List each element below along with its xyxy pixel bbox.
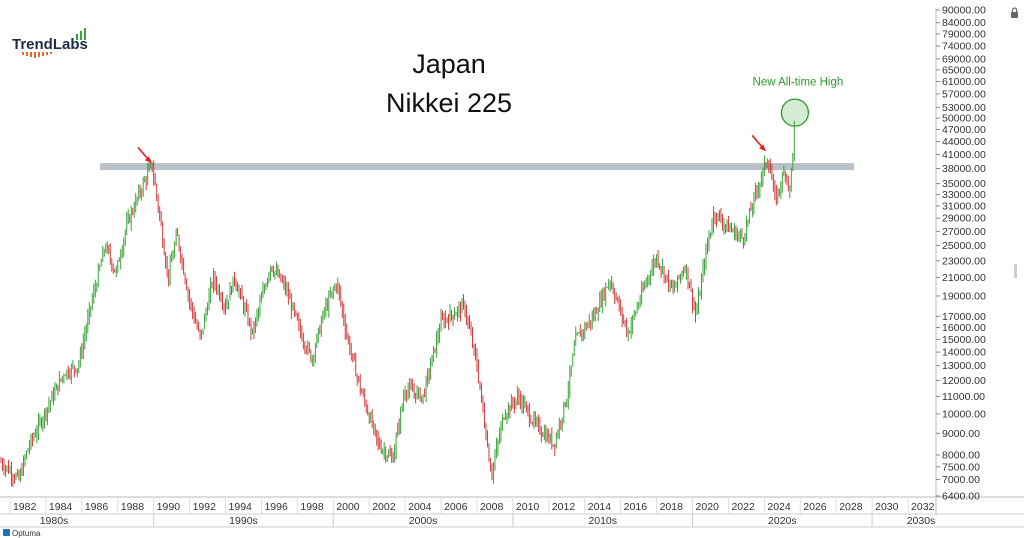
y-tick-label: 23000.00	[942, 255, 986, 267]
y-tick-label: 12000.00	[942, 375, 986, 387]
x-tick-label: 2018	[660, 501, 684, 513]
y-tick-label: 31000.00	[942, 200, 986, 212]
decade-label: 2030s	[907, 515, 936, 527]
price-series	[0, 120, 795, 487]
x-tick-label: 2006	[444, 501, 468, 513]
y-tick-label: 16000.00	[942, 322, 986, 334]
x-tick-label: 1986	[85, 501, 109, 513]
y-tick-label: 50000.00	[942, 113, 986, 125]
y-tick-label: 7000.00	[942, 474, 980, 486]
resistance-band	[100, 163, 854, 171]
y-tick-label: 10000.00	[942, 408, 986, 420]
x-tick-label: 2000	[336, 501, 360, 513]
scroll-handle[interactable]	[1014, 264, 1017, 278]
y-tick-label: 65000.00	[942, 64, 986, 76]
x-tick-label: 1984	[49, 501, 73, 513]
x-tick-label: 2012	[552, 501, 576, 513]
optuma-brand: Optuma	[3, 529, 41, 538]
y-tick-label: 19000.00	[942, 290, 986, 302]
red-arrow-icon	[137, 146, 152, 164]
x-tick-label: 2032	[911, 501, 935, 513]
logo-bars-icon	[22, 28, 86, 58]
y-tick-label: 47000.00	[942, 124, 986, 136]
y-tick-label: 57000.00	[942, 88, 986, 100]
y-tick-label: 38000.00	[942, 163, 986, 175]
x-tick-label: 1996	[264, 501, 288, 513]
decade-label: 2010s	[588, 515, 617, 527]
red-arrow-icon	[751, 134, 767, 152]
x-tick-label: 1982	[13, 501, 37, 513]
y-tick-label: 17000.00	[942, 311, 986, 323]
x-tick-label: 2026	[803, 501, 827, 513]
decade-axis: 1980s 1990s 2000s 2010s 2020s 2030s	[40, 514, 936, 527]
y-tick-label: 74000.00	[942, 40, 986, 52]
y-tick-label: 7500.00	[942, 461, 980, 473]
x-tick-label: 2002	[372, 501, 396, 513]
x-tick-label: 1988	[121, 501, 145, 513]
x-tick-label: 2016	[624, 501, 648, 513]
y-tick-label: 33000.00	[942, 189, 986, 201]
x-tick-label: 2020	[696, 501, 720, 513]
y-tick-label: 15000.00	[942, 334, 986, 346]
y-tick-label: 84000.00	[942, 17, 986, 29]
y-tick-label: 90000.00	[942, 5, 986, 17]
optuma-text: Optuma	[12, 529, 41, 538]
lock-icon[interactable]	[1011, 7, 1018, 18]
all-time-high-circle	[780, 98, 810, 127]
logo-text: TrendLabs	[12, 36, 88, 53]
x-tick-label: 2014	[588, 501, 612, 513]
x-tick-label: 2024	[767, 501, 791, 513]
decade-label: 2020s	[768, 515, 797, 527]
y-tick-label: 9000.00	[942, 428, 980, 440]
decade-label: 1990s	[229, 515, 258, 527]
x-tick-label: 1990	[157, 501, 181, 513]
x-tick-label: 1998	[300, 501, 324, 513]
y-tick-label: 6400.00	[942, 491, 980, 503]
decade-label: 2000s	[409, 515, 438, 527]
y-tick-label: 53000.00	[942, 102, 986, 114]
x-tick-label: 2008	[480, 501, 504, 513]
y-tick-label: 25000.00	[942, 240, 986, 252]
x-axis-ticks: 1982 1984 1986 1988 1990 1992 1994 1996 1998 2000…	[9, 497, 935, 514]
y-tick-label: 14000.00	[942, 347, 986, 359]
y-tick-label: 21000.00	[942, 272, 986, 284]
y-tick-label: 61000.00	[942, 76, 986, 88]
y-tick-label: 11000.00	[942, 391, 985, 403]
y-tick-label: 8000.00	[942, 449, 980, 461]
x-tick-label: 2022	[731, 501, 755, 513]
x-tick-label: 2028	[839, 501, 863, 513]
x-tick-label: 1992	[193, 501, 217, 513]
y-tick-label: 79000.00	[942, 28, 986, 40]
chart-title-line2: Nikkei 225	[386, 88, 512, 118]
y-tick-label: 41000.00	[942, 149, 986, 161]
x-tick-label: 2030	[875, 501, 899, 513]
optuma-logo-icon	[3, 529, 10, 536]
annotations: New All-time High	[137, 77, 844, 164]
x-tick-label: 2004	[408, 501, 432, 513]
resistance-line	[100, 163, 854, 171]
y-axis-ticks: 90000.0084000.0079000.0074000.0069000.00…	[936, 5, 986, 503]
y-tick-label: 69000.00	[942, 53, 986, 65]
y-tick-label: 35000.00	[942, 178, 986, 190]
y-tick-label: 13000.00	[942, 360, 986, 372]
all-time-high-label: New All-time High	[753, 77, 844, 89]
decade-label: 1980s	[40, 515, 69, 527]
x-tick-label: 1994	[229, 501, 253, 513]
y-tick-label: 44000.00	[942, 136, 986, 148]
trendlabs-logo: TrendLabs	[12, 28, 88, 58]
x-tick-label: 2010	[516, 501, 540, 513]
chart-title-line1: Japan	[412, 49, 486, 79]
y-tick-label: 29000.00	[942, 213, 986, 225]
y-tick-label: 27000.00	[942, 226, 986, 238]
